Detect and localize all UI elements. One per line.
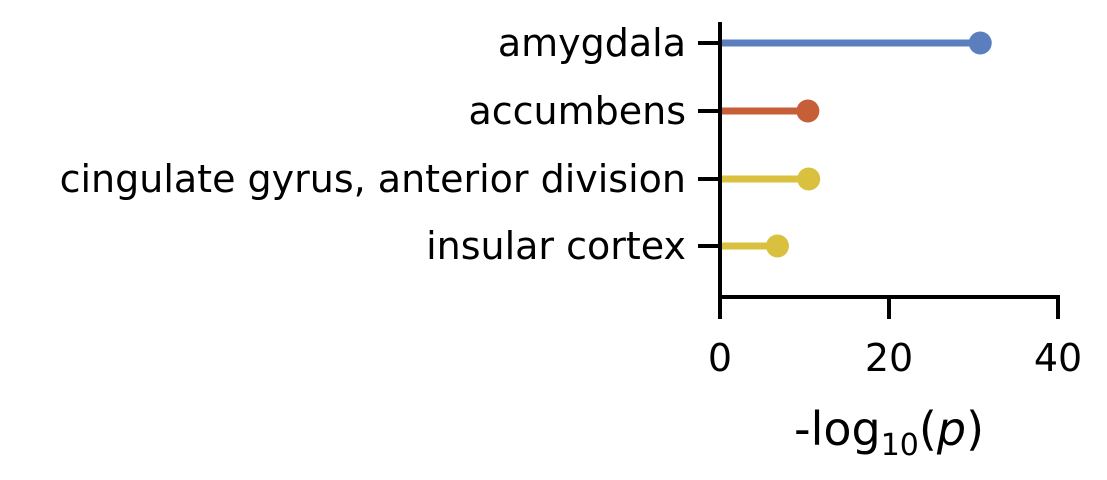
dots-layer: [765, 31, 992, 258]
data-point: [968, 31, 992, 55]
x-axis-label-subscript: 10: [881, 428, 919, 463]
x-tick-label: 0: [708, 336, 732, 380]
x-tick-label: 20: [865, 336, 913, 380]
y-tick-labels: amygdala accumbens cingulate gyrus, anteri…: [60, 21, 686, 268]
x-tick-labels: 0 20 40: [708, 336, 1082, 380]
x-axis-label-variable: p: [936, 402, 966, 456]
x-axis-label-prefix: -log: [794, 402, 881, 456]
y-tick-label: cingulate gyrus, anterior division: [60, 157, 686, 201]
axes-layer: [698, 22, 1060, 319]
x-tick-label: 40: [1034, 336, 1082, 380]
stems-layer: [720, 39, 981, 250]
y-tick-label: insular cortex: [426, 224, 686, 268]
x-axis-label: -log10(p): [794, 402, 984, 463]
data-point: [797, 167, 821, 191]
x-axis-label-close: ): [966, 402, 984, 456]
data-point: [765, 234, 789, 258]
data-point: [796, 99, 820, 123]
y-tick-label: accumbens: [468, 89, 686, 133]
y-tick-label: amygdala: [498, 21, 686, 65]
x-axis-label-open: (: [919, 402, 937, 456]
